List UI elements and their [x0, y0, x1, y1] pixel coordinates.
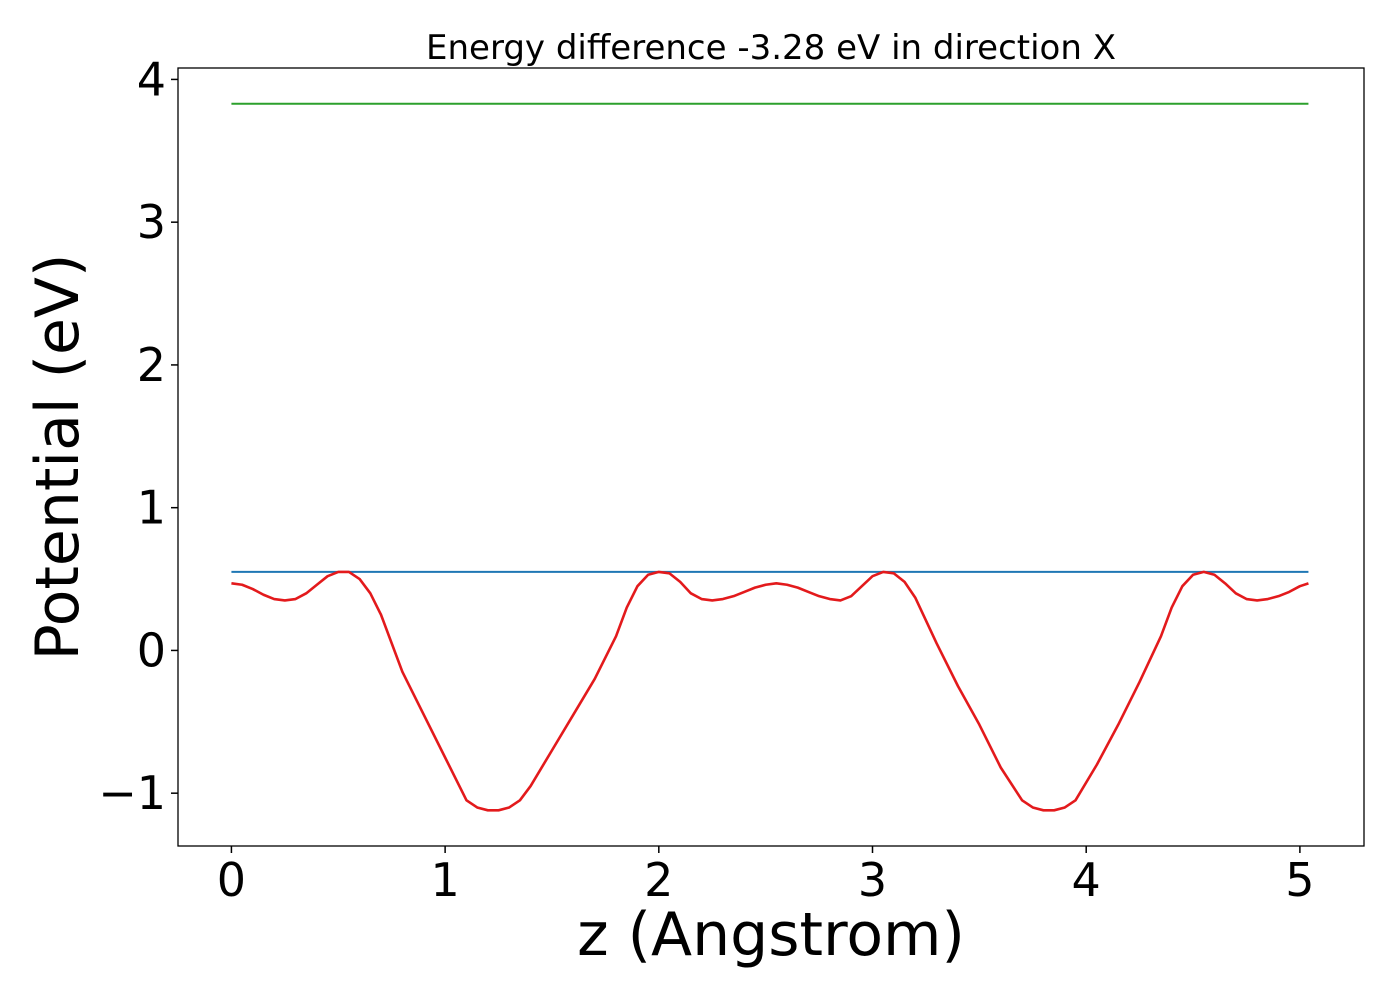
x-tick-label: 0: [217, 853, 246, 907]
x-tick-label: 2: [644, 853, 673, 907]
y-tick-label: 1: [137, 481, 166, 535]
x-tick-label: 1: [430, 853, 459, 907]
x-tick-label: 4: [1072, 853, 1101, 907]
y-tick-label: −1: [98, 766, 166, 820]
y-tick-label: 3: [137, 195, 166, 249]
y-tick-label: 0: [137, 623, 166, 677]
plot-frame: [177, 67, 1365, 847]
chart-title: Energy difference -3.28 eV in direction …: [426, 28, 1116, 68]
y-axis-label: Potential (eV): [23, 254, 93, 661]
series-layer: [231, 102, 1309, 812]
y-tick-label: 4: [137, 52, 166, 106]
x-tick-label: 5: [1285, 853, 1314, 907]
x-axis-ticks: 0 1 2 3 4 5: [217, 846, 1315, 907]
x-axis-label: z (Angstrom): [577, 900, 965, 970]
x-tick-label: 3: [858, 853, 887, 907]
y-axis-ticks: −1 0 1 2 3 4: [98, 52, 178, 820]
y-tick-label: 2: [137, 338, 166, 392]
series-line-2: [231, 570, 1309, 812]
